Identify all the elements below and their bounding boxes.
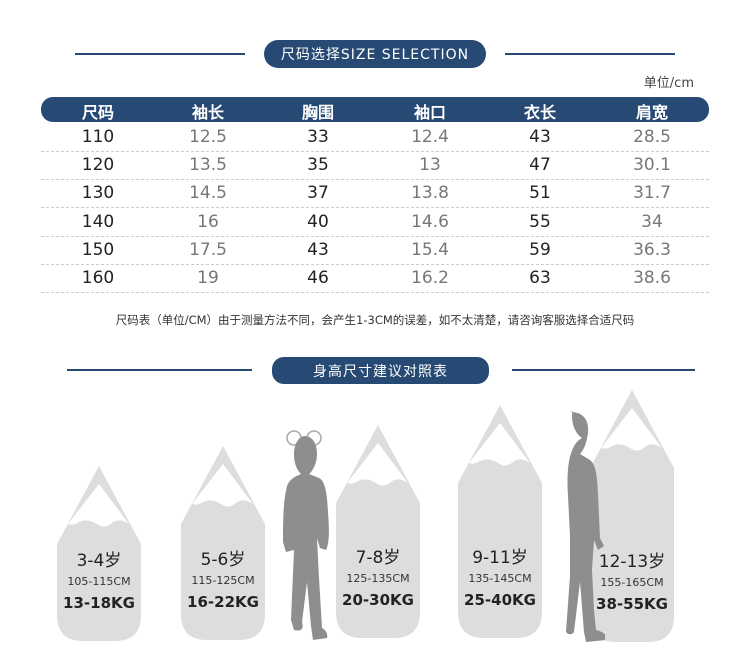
age-range: 9-11岁: [472, 548, 528, 568]
pencil-size-card: 9-11岁 135-145CM 25-40KG: [458, 405, 542, 638]
pencil-shape: [336, 425, 420, 638]
divider-right: [505, 53, 675, 55]
column-header: 尺码: [81, 103, 114, 122]
weight-range: 13-18KG: [63, 594, 135, 612]
pencil-size-card: 3-4岁 105-115CM 13-18KG: [57, 466, 141, 641]
table-cell: 55: [529, 211, 551, 232]
height-range: 105-115CM: [67, 575, 131, 588]
size-selection-title: 尺码选择SIZE SELECTION: [264, 40, 486, 68]
table-cell: 12.5: [189, 127, 227, 147]
girl-silhouette: [283, 430, 329, 640]
table-row: 130 14.5 37 13.8 51 31.7: [41, 180, 709, 209]
table-cell: 15.4: [411, 239, 449, 260]
weight-range: 16-22KG: [187, 593, 259, 611]
table-cell: 35: [307, 155, 329, 176]
table-cell: 130: [81, 183, 115, 204]
pencil-shape: [590, 390, 674, 642]
divider-left-2: [67, 369, 252, 371]
table-cell: 30.1: [633, 155, 671, 176]
divider-left: [75, 53, 245, 55]
pencil-size-card: 5-6岁 115-125CM 16-22KG: [181, 446, 265, 640]
weight-range: 38-55KG: [596, 595, 668, 613]
table-cell: 12.4: [411, 127, 449, 147]
table-cell: 16: [197, 211, 219, 232]
age-range: 12-13岁: [598, 552, 666, 572]
age-range: 7-8岁: [355, 548, 401, 568]
table-cell: 28.5: [633, 127, 671, 147]
column-header: 胸围: [301, 103, 334, 122]
table-row: 150 17.5 43 15.4 59 36.3: [41, 237, 709, 265]
table-cell: 140: [81, 211, 115, 232]
pencil-shape: [57, 466, 141, 641]
table-cell: 16.2: [411, 268, 449, 288]
table-row: 160 19 46 16.2 63 38.6: [41, 265, 709, 293]
pencil-shape: [181, 446, 265, 640]
table-cell: 34: [641, 211, 663, 232]
column-header: 袖口: [413, 103, 446, 122]
table-cell: 47: [529, 155, 551, 176]
table-cell: 37: [307, 183, 329, 204]
table-cell: 14.6: [411, 211, 449, 232]
height-chart-title: 身高尺寸建议对照表: [272, 357, 489, 384]
age-range: 3-4岁: [76, 551, 122, 571]
age-range: 5-6岁: [200, 550, 246, 570]
table-cell: 120: [81, 155, 115, 176]
table-cell: 43: [529, 127, 551, 147]
table-cell: 19: [197, 268, 219, 288]
table-cell: 31.7: [633, 183, 671, 204]
table-cell: 51: [529, 183, 551, 204]
weight-range: 25-40KG: [464, 591, 536, 609]
size-note: 尺码表（单位/CM）由于测量方法不同，会产生1-3CM的误差，如不太清楚，请咨询…: [115, 313, 635, 327]
height-range: 155-165CM: [600, 576, 664, 589]
pencil-shape: [458, 405, 542, 638]
table-cell: 36.3: [633, 239, 671, 260]
table-cell: 59: [529, 239, 551, 260]
column-header: 袖长: [191, 103, 224, 122]
table-cell: 160: [81, 268, 115, 288]
unit-label: 单位/cm: [643, 76, 694, 91]
column-header: 衣长: [523, 103, 556, 122]
table-cell: 43: [307, 239, 329, 260]
table-cell: 13.5: [189, 155, 227, 176]
size-table-header: 尺码 袖长 胸围 袖口 衣长 肩宽: [41, 97, 709, 122]
table-cell: 40: [307, 211, 329, 232]
table-cell: 14.5: [189, 183, 227, 204]
table-row: 140 16 40 14.6 55 34: [41, 209, 709, 237]
table-cell: 63: [529, 268, 551, 288]
height-range: 125-135CM: [346, 572, 410, 585]
table-cell: 150: [81, 239, 115, 260]
boy-silhouette: [566, 410, 605, 642]
table-cell: 110: [81, 127, 115, 147]
table-cell: 33: [307, 127, 329, 147]
table-row: 110 12.5 33 12.4 43 28.5: [41, 124, 709, 152]
table-cell: 46: [307, 268, 329, 288]
table-cell: 13.8: [411, 183, 449, 204]
pencil-size-card: 7-8岁 125-135CM 20-30KG: [336, 425, 420, 638]
table-cell: 17.5: [189, 239, 227, 260]
column-header: 肩宽: [635, 103, 668, 122]
table-cell: 38.6: [633, 268, 671, 288]
divider-right-2: [512, 369, 695, 371]
table-row: 120 13.5 35 13 47 30.1: [41, 152, 709, 181]
height-range: 135-145CM: [468, 572, 532, 585]
pencil-size-card: 12-13岁 155-165CM 38-55KG: [590, 390, 674, 642]
weight-range: 20-30KG: [342, 591, 414, 609]
height-range: 115-125CM: [191, 574, 255, 587]
table-cell: 13: [419, 155, 441, 176]
